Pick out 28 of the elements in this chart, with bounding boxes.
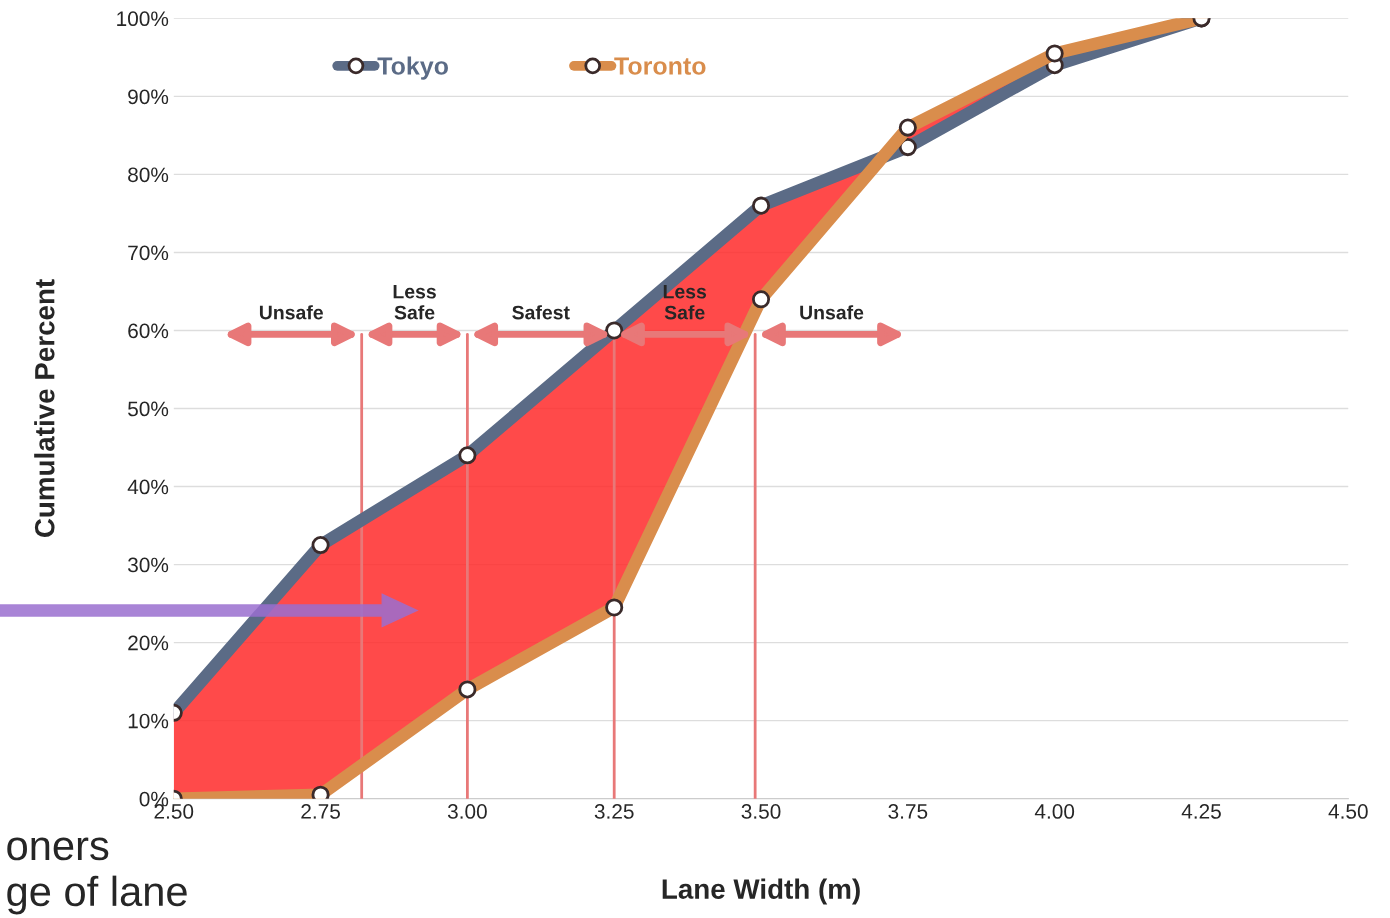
x-tick-label: 4.50 [1328, 804, 1368, 819]
y-tick-label: 60% [128, 323, 169, 339]
x-tick-label: 4.00 [1034, 804, 1075, 819]
y-tick-label: 10% [128, 713, 169, 729]
x-tick-label: 2.75 [301, 804, 340, 819]
y-tick-label: 100% [117, 11, 169, 27]
y-tick-label: 50% [128, 401, 169, 417]
x-tick-label: 3.00 [447, 804, 487, 819]
y-tick-label: 80% [128, 167, 169, 183]
x-tick-label: 3.75 [888, 804, 928, 819]
y-tick-label: 40% [127, 479, 169, 495]
annotation: Unsafe [800, 305, 864, 320]
x-tick-label: 3.25 [594, 804, 634, 819]
y-tick-label: 20% [128, 635, 169, 651]
text: oners [7, 837, 109, 861]
annotation: Safest [512, 305, 570, 320]
y-tick-label: 70% [128, 245, 169, 261]
x-tick-label: 4.25 [1181, 804, 1221, 819]
y-tick-label: 90% [128, 89, 169, 105]
y-tick-label: 30% [127, 557, 169, 573]
annotation: Less Safe [393, 284, 436, 320]
legend-label: Tokyo [377, 56, 448, 80]
text: ge of lane [7, 875, 187, 915]
x-axis-title: Lane Width (m) [662, 878, 860, 905]
x-tick-label: 3.50 [741, 804, 781, 819]
y-axis-title: Cumulative Percent [34, 279, 55, 538]
annotation: Unsafe [259, 305, 323, 320]
legend-label: Toronto [614, 57, 706, 75]
